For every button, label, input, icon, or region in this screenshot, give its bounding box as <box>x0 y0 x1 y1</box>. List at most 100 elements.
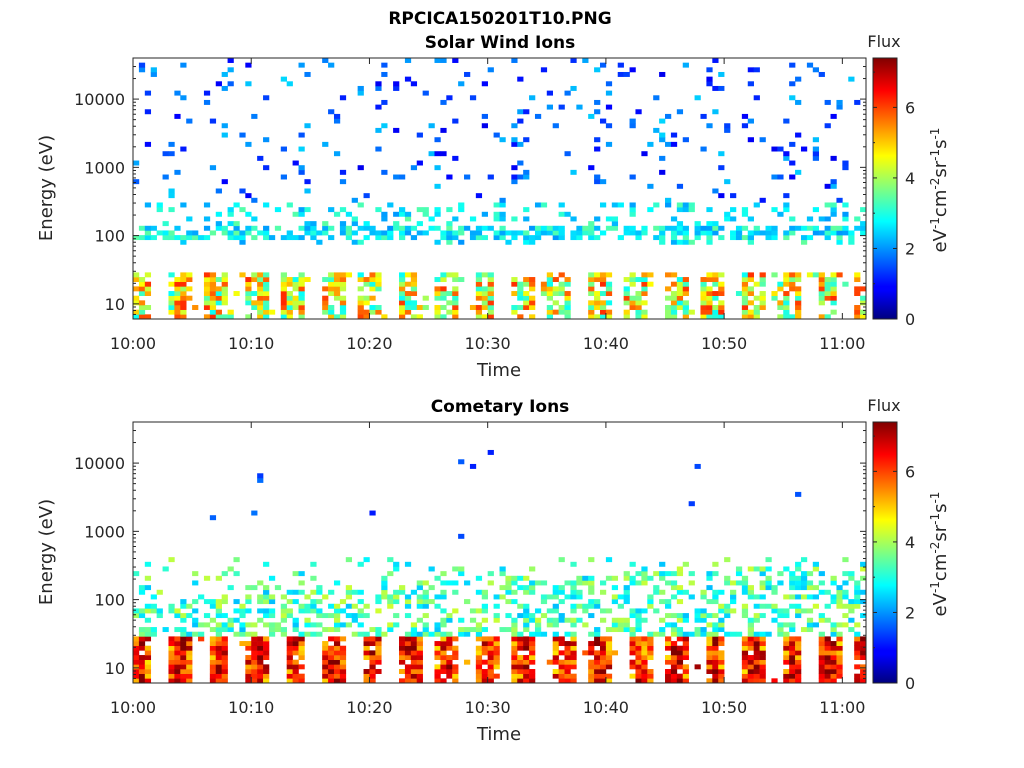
heatmap-cell <box>629 281 636 287</box>
heatmap-cell <box>546 608 553 614</box>
heatmap-cell <box>777 305 784 310</box>
heatmap-cell <box>416 221 423 227</box>
heatmap-cell <box>836 603 843 609</box>
heatmap-cell <box>700 295 707 301</box>
heatmap-cell <box>818 277 825 283</box>
heatmap-cell <box>552 286 559 292</box>
heatmap-cell <box>552 277 559 283</box>
heatmap-cell <box>830 650 837 656</box>
heatmap-cell <box>481 300 488 306</box>
heatmap-cell <box>357 613 364 619</box>
heatmap-cell <box>475 225 483 231</box>
heatmap-cell <box>487 309 494 315</box>
heatmap-cell <box>564 300 571 306</box>
heatmap-cell <box>860 225 867 231</box>
heatmap-cell <box>789 277 796 283</box>
heatmap-cell <box>706 645 713 651</box>
heatmap-cell <box>534 617 542 623</box>
heatmap-cell <box>280 76 287 82</box>
heatmap-cell <box>670 645 678 651</box>
heatmap-cell <box>310 561 317 567</box>
heatmap-cell <box>168 193 175 199</box>
heatmap-cell <box>280 295 287 301</box>
heatmap-cell <box>747 239 754 245</box>
heatmap-cell <box>304 230 311 236</box>
heatmap-cell <box>854 641 861 647</box>
heatmap-cell <box>227 67 234 73</box>
heatmap-cell <box>806 622 814 628</box>
heatmap-cell <box>215 314 222 320</box>
x-tick-label: 11:00 <box>819 334 865 353</box>
heatmap-cell <box>706 664 713 670</box>
heatmap-cell <box>168 655 175 660</box>
heatmap-cell <box>410 305 418 310</box>
heatmap-cell <box>599 678 607 684</box>
heatmap-cell <box>617 71 624 77</box>
heatmap-cell <box>617 594 624 600</box>
heatmap-cell <box>257 155 264 161</box>
heatmap-cell <box>795 580 802 586</box>
heatmap-cell <box>534 631 542 637</box>
heatmap-cell <box>777 300 784 306</box>
heatmap-cell <box>215 636 222 642</box>
heatmap-cell <box>582 225 589 231</box>
heatmap-cell <box>257 277 264 283</box>
heatmap-cell <box>464 225 471 231</box>
heatmap-cell <box>546 314 553 320</box>
heatmap-cell <box>156 589 163 595</box>
heatmap-cell <box>428 631 435 637</box>
heatmap-cell <box>777 631 784 637</box>
heatmap-cell <box>493 636 500 642</box>
heatmap-cell <box>818 281 825 287</box>
heatmap-cell <box>682 314 689 320</box>
heatmap-cell <box>452 673 459 679</box>
heatmap-cell <box>824 645 831 651</box>
heatmap-cell <box>605 641 613 647</box>
heatmap-cell <box>647 575 654 581</box>
heatmap-cell <box>369 309 376 315</box>
heatmap-cell <box>192 230 199 236</box>
heatmap-cell <box>641 286 648 292</box>
heatmap-cell <box>186 286 193 292</box>
heatmap-cell <box>304 622 311 628</box>
heatmap-cell <box>399 286 406 292</box>
heatmap-cell <box>795 286 802 292</box>
heatmap-cell <box>529 659 536 665</box>
heatmap-cell <box>375 599 382 605</box>
heatmap-cell <box>363 225 370 231</box>
heatmap-cell <box>564 594 571 600</box>
heatmap-cell <box>168 669 175 674</box>
heatmap-cell <box>741 669 749 674</box>
heatmap-cell <box>363 193 370 199</box>
heatmap-cell <box>322 286 329 292</box>
heatmap-cell <box>239 230 246 236</box>
heatmap-cell <box>552 291 559 296</box>
heatmap-cell <box>558 664 565 670</box>
heatmap-cell <box>322 141 329 147</box>
heatmap-cell <box>753 636 760 642</box>
heatmap-cell <box>611 617 619 623</box>
heatmap-cell <box>629 664 636 670</box>
heatmap-cell <box>328 225 335 231</box>
heatmap-cell <box>706 575 713 581</box>
heatmap-cell <box>854 594 861 600</box>
heatmap-cell <box>594 216 601 222</box>
heatmap-cell <box>676 230 684 236</box>
heatmap-cell <box>209 603 217 609</box>
heatmap-cell <box>860 636 867 642</box>
heatmap-cell <box>594 627 601 633</box>
heatmap-cell <box>670 281 678 287</box>
heatmap-cell <box>741 207 749 213</box>
heatmap-cell <box>493 641 500 647</box>
heatmap-cell <box>546 230 553 236</box>
heatmap-cell <box>292 305 299 310</box>
heatmap-cell <box>434 305 441 310</box>
heatmap-cell <box>558 202 565 208</box>
heatmap-cell <box>328 62 335 68</box>
heatmap-cell <box>257 295 264 301</box>
heatmap-cell <box>570 636 577 642</box>
heatmap-cell <box>588 599 595 605</box>
heatmap-cell <box>505 580 512 586</box>
heatmap-cell <box>523 575 530 581</box>
